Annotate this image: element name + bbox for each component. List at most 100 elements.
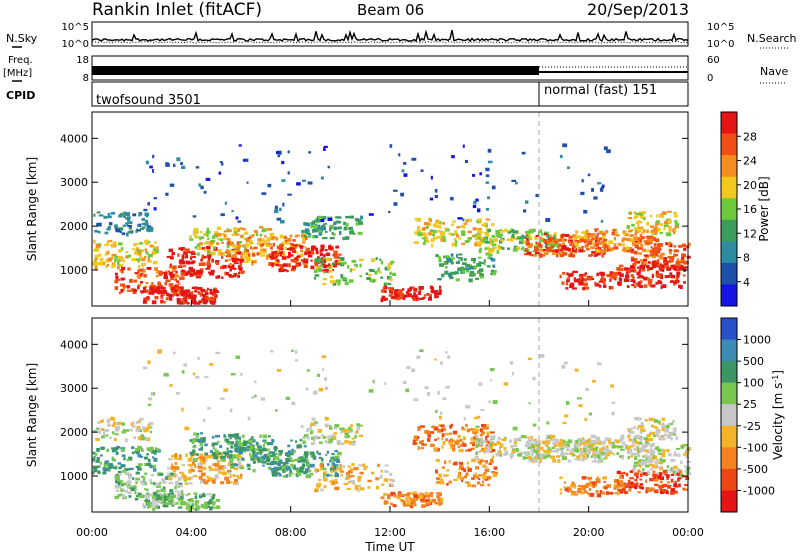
power-cell [609,248,613,252]
velocity-cell [143,482,147,486]
power-cell [165,192,169,196]
power-cell [481,240,485,243]
power-cell [171,251,175,255]
power-cell [251,251,255,254]
power-cell [104,252,108,256]
power-cell [526,234,529,237]
velocity-cell [669,433,673,436]
velocity-cell [189,500,194,503]
power-cell [608,240,613,245]
power-cell [656,228,659,233]
velocity-cell [357,478,361,482]
power-cell [322,259,327,264]
velocity-cell [481,473,485,476]
power-cell [453,243,458,247]
power-cell [150,284,154,287]
power-cell [212,293,216,297]
power-cell [171,269,176,273]
power-cell [333,233,336,237]
power-cell [579,238,584,242]
power-cell [415,296,419,301]
velocity-cell [616,452,620,456]
velocity-cell [678,473,683,477]
power-cell [484,231,489,234]
power-cell [275,237,279,241]
velocity-cell [198,494,202,499]
power-cell [601,254,604,258]
power-cell [485,252,491,256]
velocity-colorbar-swatch [721,468,737,491]
velocity-cell [342,428,347,433]
power-cell [315,266,321,270]
power-cell [580,282,584,285]
power-cell [560,249,565,254]
velocity-cell [199,439,204,442]
power-cell [469,264,473,268]
power-cell [193,286,198,290]
velocity-cell [100,446,105,450]
power-cell [562,143,568,148]
velocity-cell [220,456,226,459]
power-cell [600,241,605,245]
velocity-cell [220,458,226,462]
velocity-cell [527,357,532,361]
power-cell [438,258,442,263]
power-colorbar-swatch [721,133,737,156]
power-cell [204,300,207,305]
power-cell [667,242,671,247]
power-cell [240,255,243,259]
velocity-cell [249,454,253,458]
velocity-cell [615,439,621,444]
power-cell [195,166,200,169]
power-cell [492,243,497,247]
velocity-cell [299,439,303,442]
power-colorbar-label: 8 [743,252,750,265]
power-cell [612,229,616,231]
velocity-cell [204,501,208,505]
power-cell [235,246,239,250]
power-cell [670,274,676,279]
power-cell [126,285,131,289]
power-cell [227,229,232,233]
velocity-cell [324,423,329,427]
power-cell [548,239,553,242]
power-cell [681,243,687,247]
velocity-cell [268,435,271,438]
velocity-cell [465,423,468,427]
velocity-cell [380,469,383,473]
velocity-cell [174,466,180,470]
power-cell [631,279,635,282]
power-cell [107,240,113,243]
velocity-cell [325,473,330,477]
power-cell [195,273,199,277]
velocity-cell [142,503,145,506]
velocity-cell [561,456,567,460]
velocity-cell [537,456,540,459]
velocity-cell [381,483,385,486]
power-cell [384,290,387,293]
power-cell [140,274,143,277]
power-cell [206,263,211,266]
velocity-cell [135,495,138,498]
velocity-cell [260,397,266,401]
power-cell [646,249,651,253]
power-cell [97,244,100,249]
velocity-cell [184,426,190,431]
velocity-cell [216,454,220,459]
power-cell [653,250,658,254]
velocity-cell [321,434,324,437]
power-cell [504,228,508,231]
velocity-cell [570,492,575,496]
velocity-cell [619,474,622,479]
velocity-cell [622,435,625,438]
power-cell [639,234,642,237]
power-cell [633,266,636,269]
velocity-cell [351,437,355,440]
velocity-cell [389,478,393,481]
power-cell [260,243,265,247]
velocity-cell [429,443,435,447]
velocity-cell [301,459,307,463]
velocity-cell [545,437,548,440]
power-cell [549,246,552,250]
freq-label: Freq. [8,55,33,66]
